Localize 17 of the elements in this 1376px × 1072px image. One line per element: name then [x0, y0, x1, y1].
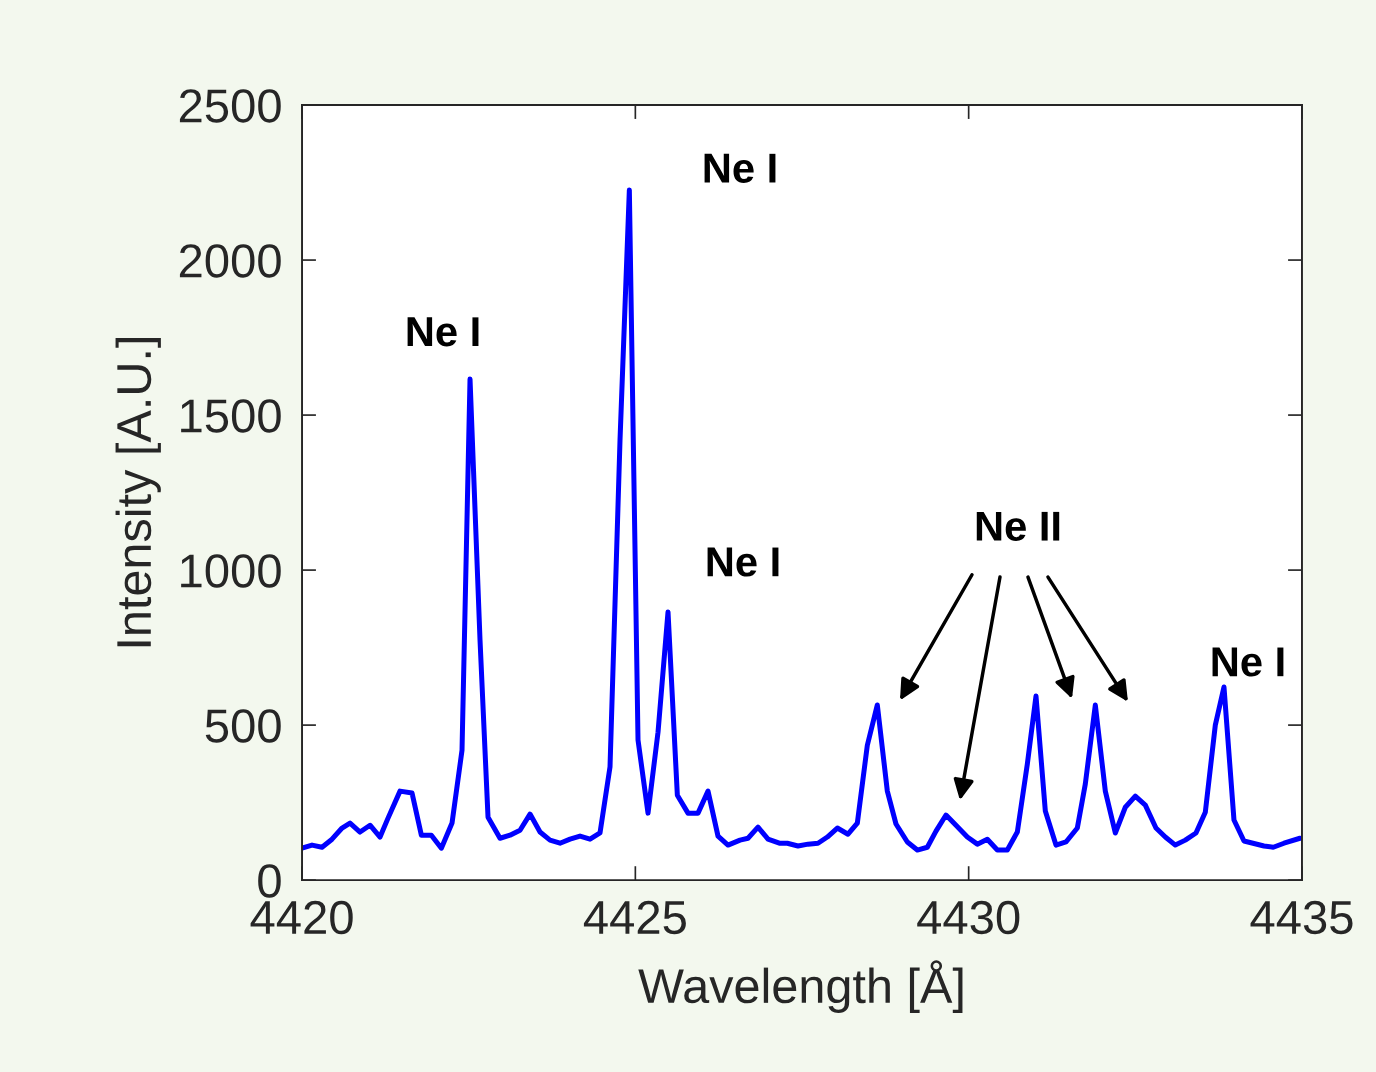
- y-axis-title: Intensity [A.U.]: [115, 338, 161, 647]
- annotation: Ne I: [407, 317, 479, 347]
- annotation: Ne I: [1212, 647, 1284, 677]
- y-tick-label: 2500: [179, 89, 281, 123]
- y-tick-label: 500: [205, 709, 281, 743]
- x-tick-label: 4435: [1250, 900, 1353, 935]
- x-axis-title: Wavelength [Å]: [638, 960, 963, 1013]
- y-tick-label: 1500: [181, 399, 281, 433]
- y-tick-label: 0: [258, 864, 281, 898]
- annotation: Ne I: [707, 547, 779, 577]
- x-tick-label: 4430: [917, 900, 1020, 935]
- y-tick-label: 2000: [179, 244, 281, 278]
- annotation: Ne II: [976, 511, 1060, 541]
- x-tick-label: 4420: [250, 900, 353, 935]
- annotation: Ne I: [704, 153, 776, 183]
- y-tick-label: 1000: [181, 554, 281, 588]
- x-tick-label: 4425: [583, 900, 686, 935]
